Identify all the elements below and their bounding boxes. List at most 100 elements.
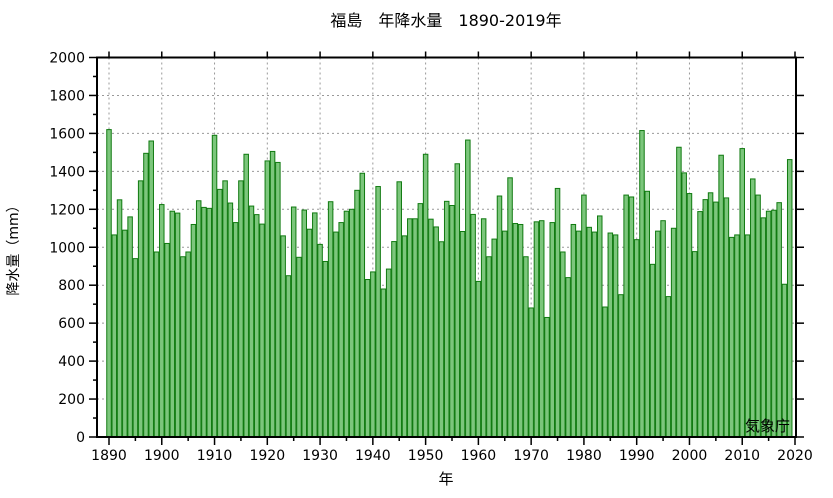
- bar-1914: [232, 222, 239, 438]
- y-tick-label: 0: [76, 430, 85, 446]
- bar-1931: [322, 260, 329, 438]
- bar-1938: [359, 172, 366, 438]
- y-tick-label: 1800: [49, 88, 85, 104]
- y-tick-label: 1600: [49, 126, 85, 142]
- bar-1977: [565, 277, 571, 438]
- bar-1999: [681, 172, 687, 438]
- bar-1898: [148, 140, 154, 438]
- bar-1934: [338, 222, 344, 438]
- bar-1960: [475, 280, 482, 438]
- bar-1933: [333, 231, 339, 438]
- x-tick-label: 1950: [408, 448, 444, 464]
- x-tick-label: 1980: [566, 448, 602, 464]
- bar-2011: [744, 234, 751, 438]
- bar-1959: [470, 213, 476, 438]
- bar-1919: [259, 223, 265, 438]
- bar-1989: [628, 196, 635, 438]
- bar-1905: [185, 251, 191, 438]
- bar-2016: [771, 209, 777, 438]
- bar-1986: [612, 234, 619, 438]
- y-tick-label: 1400: [49, 164, 85, 180]
- bar-1925: [290, 206, 297, 438]
- bar-1958: [465, 139, 471, 438]
- bar-1902: [169, 210, 176, 438]
- bar-1912: [222, 180, 228, 438]
- bar-1962: [486, 256, 492, 438]
- bar-1940: [370, 271, 376, 438]
- bar-1970: [528, 307, 534, 438]
- bar-2019: [786, 159, 793, 438]
- bar-1897: [143, 152, 149, 438]
- bar-1907: [195, 200, 202, 438]
- bar-1921: [269, 150, 276, 438]
- bar-1964: [496, 195, 503, 438]
- bar-2012: [750, 178, 756, 438]
- bar-1915: [238, 180, 244, 438]
- bar-1890: [106, 129, 112, 438]
- bar-1941: [375, 186, 381, 438]
- bar-1950: [422, 153, 429, 438]
- bar-1900: [159, 204, 165, 438]
- bar-1992: [644, 190, 650, 438]
- bar-1982: [591, 231, 598, 438]
- bar-2005: [713, 201, 719, 438]
- x-tick-label: 1900: [144, 448, 180, 464]
- x-tick-label: 1930: [302, 448, 338, 464]
- bar-1985: [607, 232, 614, 438]
- bar-1996: [665, 296, 672, 438]
- chart-title: 福島 年降水量 1890-2019年: [330, 11, 561, 30]
- y-axis-label: 降水量（mm）: [6, 198, 22, 295]
- x-tick-label: 1960: [461, 448, 497, 464]
- y-tick-label: 400: [58, 354, 85, 370]
- bar-1945: [396, 181, 402, 438]
- bar-1923: [280, 235, 286, 438]
- bar-1928: [306, 228, 313, 438]
- bar-1983: [597, 215, 603, 438]
- bar-1952: [433, 226, 439, 438]
- y-tick-label: 2000: [49, 51, 85, 67]
- bar-2002: [697, 211, 703, 438]
- bar-2009: [734, 234, 740, 438]
- bar-1976: [560, 251, 566, 438]
- bar-1891: [111, 234, 118, 438]
- bar-1980: [581, 194, 587, 438]
- x-tick-label: 1910: [197, 448, 233, 464]
- bar-1969: [523, 256, 529, 438]
- bar-1936: [348, 208, 355, 438]
- bar-1929: [312, 212, 318, 438]
- bar-1987: [618, 294, 624, 438]
- bar-1920: [264, 160, 271, 438]
- bar-1974: [549, 222, 556, 438]
- bar-1956: [454, 163, 461, 438]
- bar-1951: [428, 218, 434, 438]
- bar-1963: [491, 238, 497, 438]
- bar-1979: [575, 230, 582, 438]
- bar-1899: [153, 251, 160, 438]
- bar-1913: [227, 202, 234, 438]
- bar-1997: [670, 227, 677, 438]
- y-tick-label: 800: [58, 278, 85, 294]
- bar-1926: [296, 256, 302, 438]
- y-tick-label: 200: [58, 392, 85, 408]
- bar-2014: [760, 217, 767, 438]
- x-tick-label: 1940: [355, 448, 391, 464]
- bar-1892: [116, 199, 123, 438]
- bar-2006: [718, 154, 724, 438]
- x-tick-label: 1970: [513, 448, 549, 464]
- bar-1935: [343, 210, 350, 438]
- bar-1937: [354, 189, 360, 438]
- bar-1896: [137, 180, 144, 438]
- y-tick-label: 1200: [49, 202, 85, 218]
- bar-1948: [412, 218, 418, 438]
- bar-1906: [190, 223, 197, 438]
- bar-1961: [480, 218, 487, 438]
- bar-1954: [443, 200, 450, 438]
- bar-2004: [707, 192, 714, 438]
- bar-2000: [686, 193, 693, 438]
- y-tick-label: 1000: [49, 240, 85, 256]
- bar-1939: [364, 279, 371, 438]
- bar-1916: [243, 153, 249, 438]
- bar-1895: [132, 258, 139, 438]
- x-axis-label: 年: [438, 470, 453, 488]
- bar-1927: [301, 209, 307, 438]
